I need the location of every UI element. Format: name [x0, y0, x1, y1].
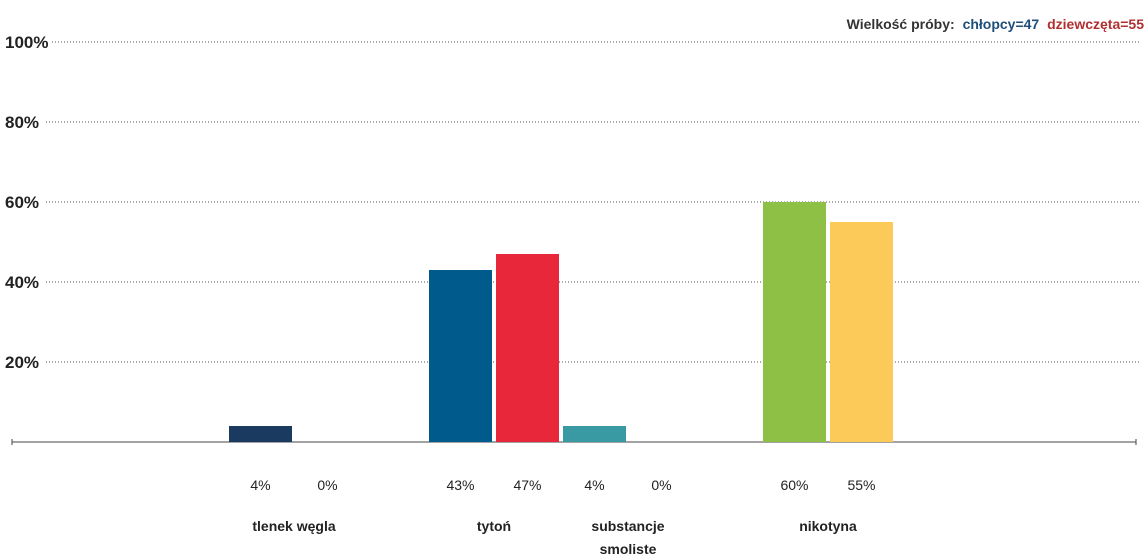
- bar-value-label: 60%: [780, 477, 808, 493]
- sample-size-label: Wielkość próby:: [847, 16, 955, 32]
- bar-value-label: 55%: [847, 477, 875, 493]
- value-labels: 4% 0% 43% 47% 4% 0% 60% 55%: [250, 477, 875, 493]
- category-label: substancje: [591, 518, 664, 534]
- category-labels: tlenek węgla tytoń substancje smoliste nikot…: [252, 518, 857, 557]
- bars: [229, 202, 893, 442]
- y-axis-ticks: 20% 40% 60% 80% 100%: [5, 33, 48, 372]
- y-tick-label: 60%: [5, 193, 39, 212]
- category-label: nikotyna: [799, 518, 857, 534]
- bar-value-label: 4%: [250, 477, 270, 493]
- bar-value-label: 4%: [584, 477, 604, 493]
- category-label: smoliste: [600, 541, 657, 557]
- y-tick-label: 80%: [5, 113, 39, 132]
- sample-size-girls: dziewczęta=55: [1047, 16, 1144, 32]
- category-label: tytoń: [477, 518, 511, 534]
- y-tick-label: 20%: [5, 353, 39, 372]
- bar-value-label: 47%: [513, 477, 541, 493]
- sample-size-note: Wielkość próby: chłopcy=47 dziewczęta=55: [847, 16, 1145, 32]
- y-tick-label: 100%: [5, 33, 48, 52]
- bar: [830, 222, 893, 442]
- bar: [229, 426, 292, 442]
- bar-value-label: 0%: [651, 477, 671, 493]
- gridlines: [46, 41, 1140, 363]
- bar: [429, 270, 492, 442]
- bar-value-label: 43%: [446, 477, 474, 493]
- category-label: tlenek węgla: [252, 518, 335, 534]
- bar: [563, 426, 626, 442]
- bar: [763, 202, 826, 442]
- sample-size-boys: chłopcy=47: [963, 16, 1040, 32]
- y-tick-label: 40%: [5, 273, 39, 292]
- bar: [496, 254, 559, 442]
- bar-value-label: 0%: [317, 477, 337, 493]
